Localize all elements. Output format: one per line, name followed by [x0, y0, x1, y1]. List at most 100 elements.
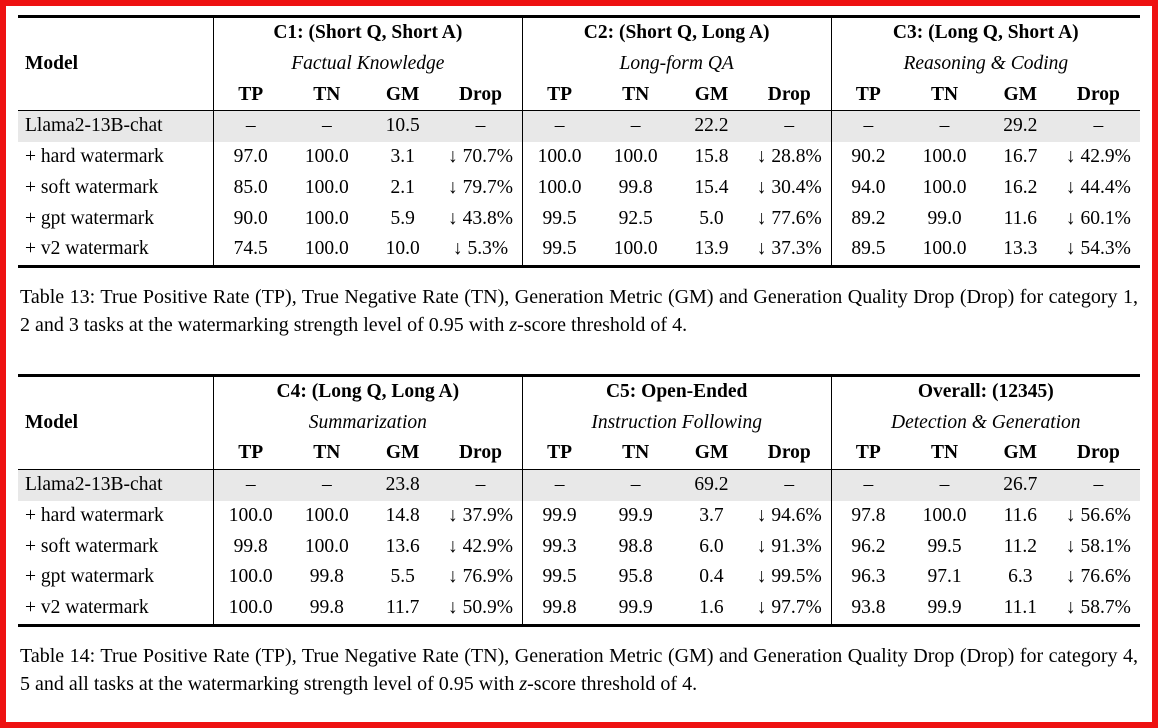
table-row: Llama2-13B-chat – –23.8– – –69.2– – –26.7– [18, 469, 1140, 501]
header-row-titles: Model C1: (Short Q, Short A) C2: (Short Q,… [18, 16, 1140, 112]
value-cell: 100.0 [304, 207, 349, 229]
value-cell: – [830, 469, 906, 501]
value-cell: ↓ 5.3% [452, 238, 509, 260]
metric-column-header: TN [596, 438, 675, 471]
caption-text: Table 14: True Positive Rate (TP), True … [20, 644, 1138, 696]
value-cell: 11.7 [385, 597, 420, 619]
value-cell: 98.8 [618, 535, 653, 557]
table-row: Llama2-13B-chat – –10.5– – –22.2– – –29.2– [18, 110, 1140, 142]
value-cell: – [1056, 110, 1140, 142]
category-group-title: C5: Open-Ended [521, 375, 832, 408]
value-cell: ↓ 30.4% [756, 176, 822, 198]
metric-column-header: GM [366, 438, 440, 471]
value-cell: ↓ 76.6% [1065, 566, 1131, 588]
value-cell: ↓ 37.9% [447, 504, 513, 526]
value-cell: 92.5 [618, 207, 653, 229]
model-name-cell: + gpt watermark [25, 566, 155, 588]
value-cell: ↓ 76.9% [447, 566, 513, 588]
metric-column-header: Drop [747, 79, 832, 112]
value-cell: 13.3 [1003, 238, 1038, 260]
model-name-cell: + hard watermark [25, 146, 164, 167]
value-cell: 99.8 [521, 593, 597, 626]
value-cell: 100.0 [304, 146, 349, 167]
metric-column-header: GM [674, 438, 748, 471]
value-cell: 99.9 [618, 597, 653, 619]
category-group-title: C2: (Short Q, Long A) [521, 16, 832, 49]
value-cell: 100.0 [212, 593, 288, 626]
value-cell: – [521, 110, 597, 142]
model-name-cell: + soft watermark [25, 176, 159, 198]
table-14-figure: Model C4: (Long Q, Long A) C5: Open-Ended O… [18, 373, 1140, 699]
caption-text: -score threshold of 4. [527, 673, 698, 696]
caption-z-symbol: z [519, 673, 528, 696]
value-cell: – [747, 469, 832, 501]
value-cell: – [439, 469, 523, 501]
value-cell: 5.9 [390, 207, 415, 229]
value-cell: 26.7 [983, 469, 1057, 501]
paper-page: Model C1: (Short Q, Short A) C2: (Short Q,… [6, 6, 1152, 699]
table-row: + v2 watermark 74.5 100.0 10.0 ↓ 5.3% 99.5 100… [18, 234, 1140, 267]
value-cell: 11.6 [1003, 207, 1038, 229]
value-cell: – [1056, 469, 1140, 501]
value-cell: – [905, 469, 984, 501]
model-name-cell: + v2 watermark [25, 597, 149, 619]
value-cell: 74.5 [212, 234, 288, 267]
value-cell: – [747, 110, 832, 142]
table-row: + soft watermark 85.0 100.0 2.1 ↓ 79.7% 100.0… [18, 172, 1140, 204]
value-cell: 2.1 [390, 176, 415, 198]
metric-column-header: Drop [439, 438, 523, 471]
value-cell: 15.8 [694, 146, 729, 167]
value-cell: 100.0 [922, 176, 967, 198]
model-column-header: Model [18, 16, 214, 112]
category-group-subtitle: Long-form QA [521, 48, 832, 80]
metric-column-header: TN [596, 79, 675, 112]
category-group-title: C4: (Long Q, Long A) [212, 375, 523, 408]
table-row: + v2 watermark 100.0 99.8 11.7 ↓ 50.9% 99.8 99… [18, 593, 1140, 626]
metric-column-header: Drop [439, 79, 523, 112]
value-cell: 99.8 [309, 566, 344, 588]
value-cell: 22.2 [674, 110, 748, 142]
value-cell: 99.5 [521, 562, 597, 594]
header-row-subtitles: Summarization Instruction Following Detect… [18, 407, 1140, 439]
value-cell: ↓ 56.6% [1065, 504, 1131, 526]
category-group-subtitle: Factual Knowledge [212, 48, 523, 80]
value-cell: ↓ 54.3% [1065, 238, 1131, 260]
table-row: + gpt watermark 100.0 99.8 5.5 ↓ 76.9% 99.5 95… [18, 562, 1140, 594]
value-cell: 89.2 [830, 203, 906, 235]
value-cell: ↓ 43.8% [447, 207, 513, 229]
model-name-cell: + soft watermark [25, 535, 159, 557]
value-cell: 6.0 [699, 535, 724, 557]
value-cell: 90.0 [212, 203, 288, 235]
value-cell: 99.8 [212, 531, 288, 563]
value-cell: ↓ 70.7% [447, 146, 513, 167]
value-cell: 11.6 [1003, 504, 1038, 526]
table-14-caption: Table 14: True Positive Rate (TP), True … [20, 642, 1138, 699]
metric-column-header: Drop [747, 438, 832, 471]
value-cell: 100.0 [212, 500, 288, 532]
metric-column-header: GM [674, 79, 748, 112]
category-group-title: C3: (Long Q, Short A) [830, 16, 1140, 49]
value-cell: 94.0 [830, 172, 906, 204]
category-group-subtitle: Detection & Generation [830, 407, 1140, 439]
model-name-cell: + hard watermark [25, 504, 164, 526]
metric-column-header: TP [830, 438, 906, 471]
value-cell: ↓ 77.6% [756, 207, 822, 229]
model-name-cell: Llama2-13B-chat [18, 469, 214, 501]
value-cell: 89.5 [830, 234, 906, 267]
value-cell: – [287, 469, 367, 501]
value-cell: – [905, 110, 984, 142]
value-cell: 14.8 [385, 504, 420, 526]
category-group-subtitle: Instruction Following [521, 407, 832, 439]
caption-text: Table 13: True Positive Rate (TP), True … [20, 286, 1138, 337]
value-cell: 100.0 [613, 146, 658, 167]
metric-column-header: TP [830, 79, 906, 112]
value-cell: ↓ 97.7% [756, 597, 822, 619]
value-cell: 99.8 [618, 176, 653, 198]
value-cell: ↓ 60.1% [1065, 207, 1131, 229]
value-cell: ↓ 42.9% [1065, 146, 1131, 167]
value-cell: 96.2 [830, 531, 906, 563]
value-cell: 99.9 [521, 500, 597, 532]
model-column-header: Model [18, 375, 214, 471]
value-cell: 29.2 [983, 110, 1057, 142]
value-cell: 100.0 [304, 176, 349, 198]
